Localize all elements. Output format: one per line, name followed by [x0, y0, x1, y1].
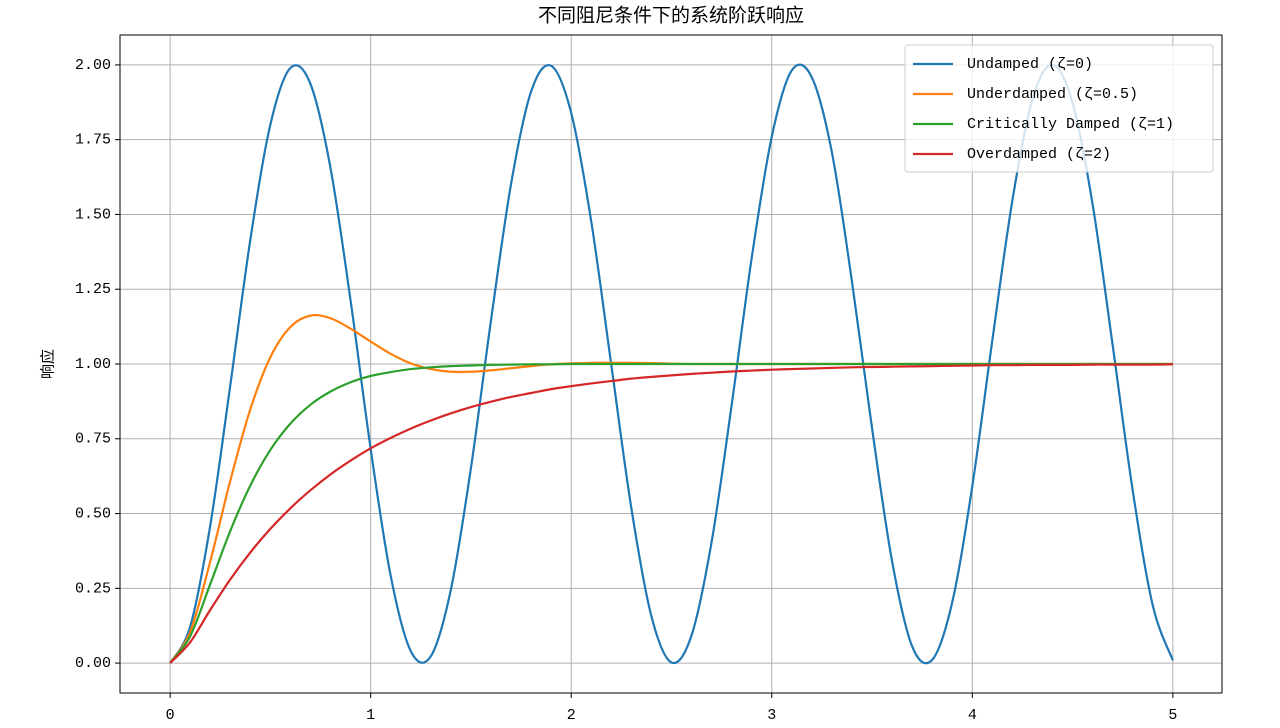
y-tick-label: 2.00: [75, 57, 111, 74]
y-tick-label: 1.25: [75, 281, 111, 298]
x-tick-label: 1: [366, 707, 375, 724]
legend-label: Overdamped (ζ=2): [967, 146, 1111, 163]
y-tick-label: 1.75: [75, 132, 111, 149]
series-line: [169, 363, 1173, 664]
legend-label: Critically Damped (ζ=1): [967, 116, 1174, 133]
chart-title: 不同阻尼条件下的系统阶跃响应: [538, 5, 804, 27]
x-tick-label: 4: [968, 707, 977, 724]
x-tick-label: 3: [767, 707, 776, 724]
series-line: [169, 63, 1174, 665]
y-tick-label: 1.00: [75, 356, 111, 373]
y-tick-label: 0.50: [75, 506, 111, 523]
legend: Undamped (ζ=0) Underdamped (ζ=0.5) Critica…: [904, 44, 1214, 173]
plot-lines: [169, 63, 1174, 665]
y-tick-label: 0.25: [75, 580, 111, 597]
legend-label: Underdamped (ζ=0.5): [967, 86, 1138, 103]
y-tick-label: 0.00: [75, 655, 111, 672]
x-tick-label: 5: [1168, 707, 1177, 724]
x-tick-label: 2: [567, 707, 576, 724]
y-axis-label: 响应: [39, 349, 57, 379]
legend-label: Undamped (ζ=0): [967, 56, 1093, 73]
x-tick-label: 0: [166, 707, 175, 724]
series-line: [169, 362, 1173, 664]
y-tick-label: 1.50: [75, 206, 111, 223]
y-tick-label: 0.75: [75, 431, 111, 448]
series-line: [169, 313, 1173, 664]
legend-box: [904, 44, 1214, 173]
